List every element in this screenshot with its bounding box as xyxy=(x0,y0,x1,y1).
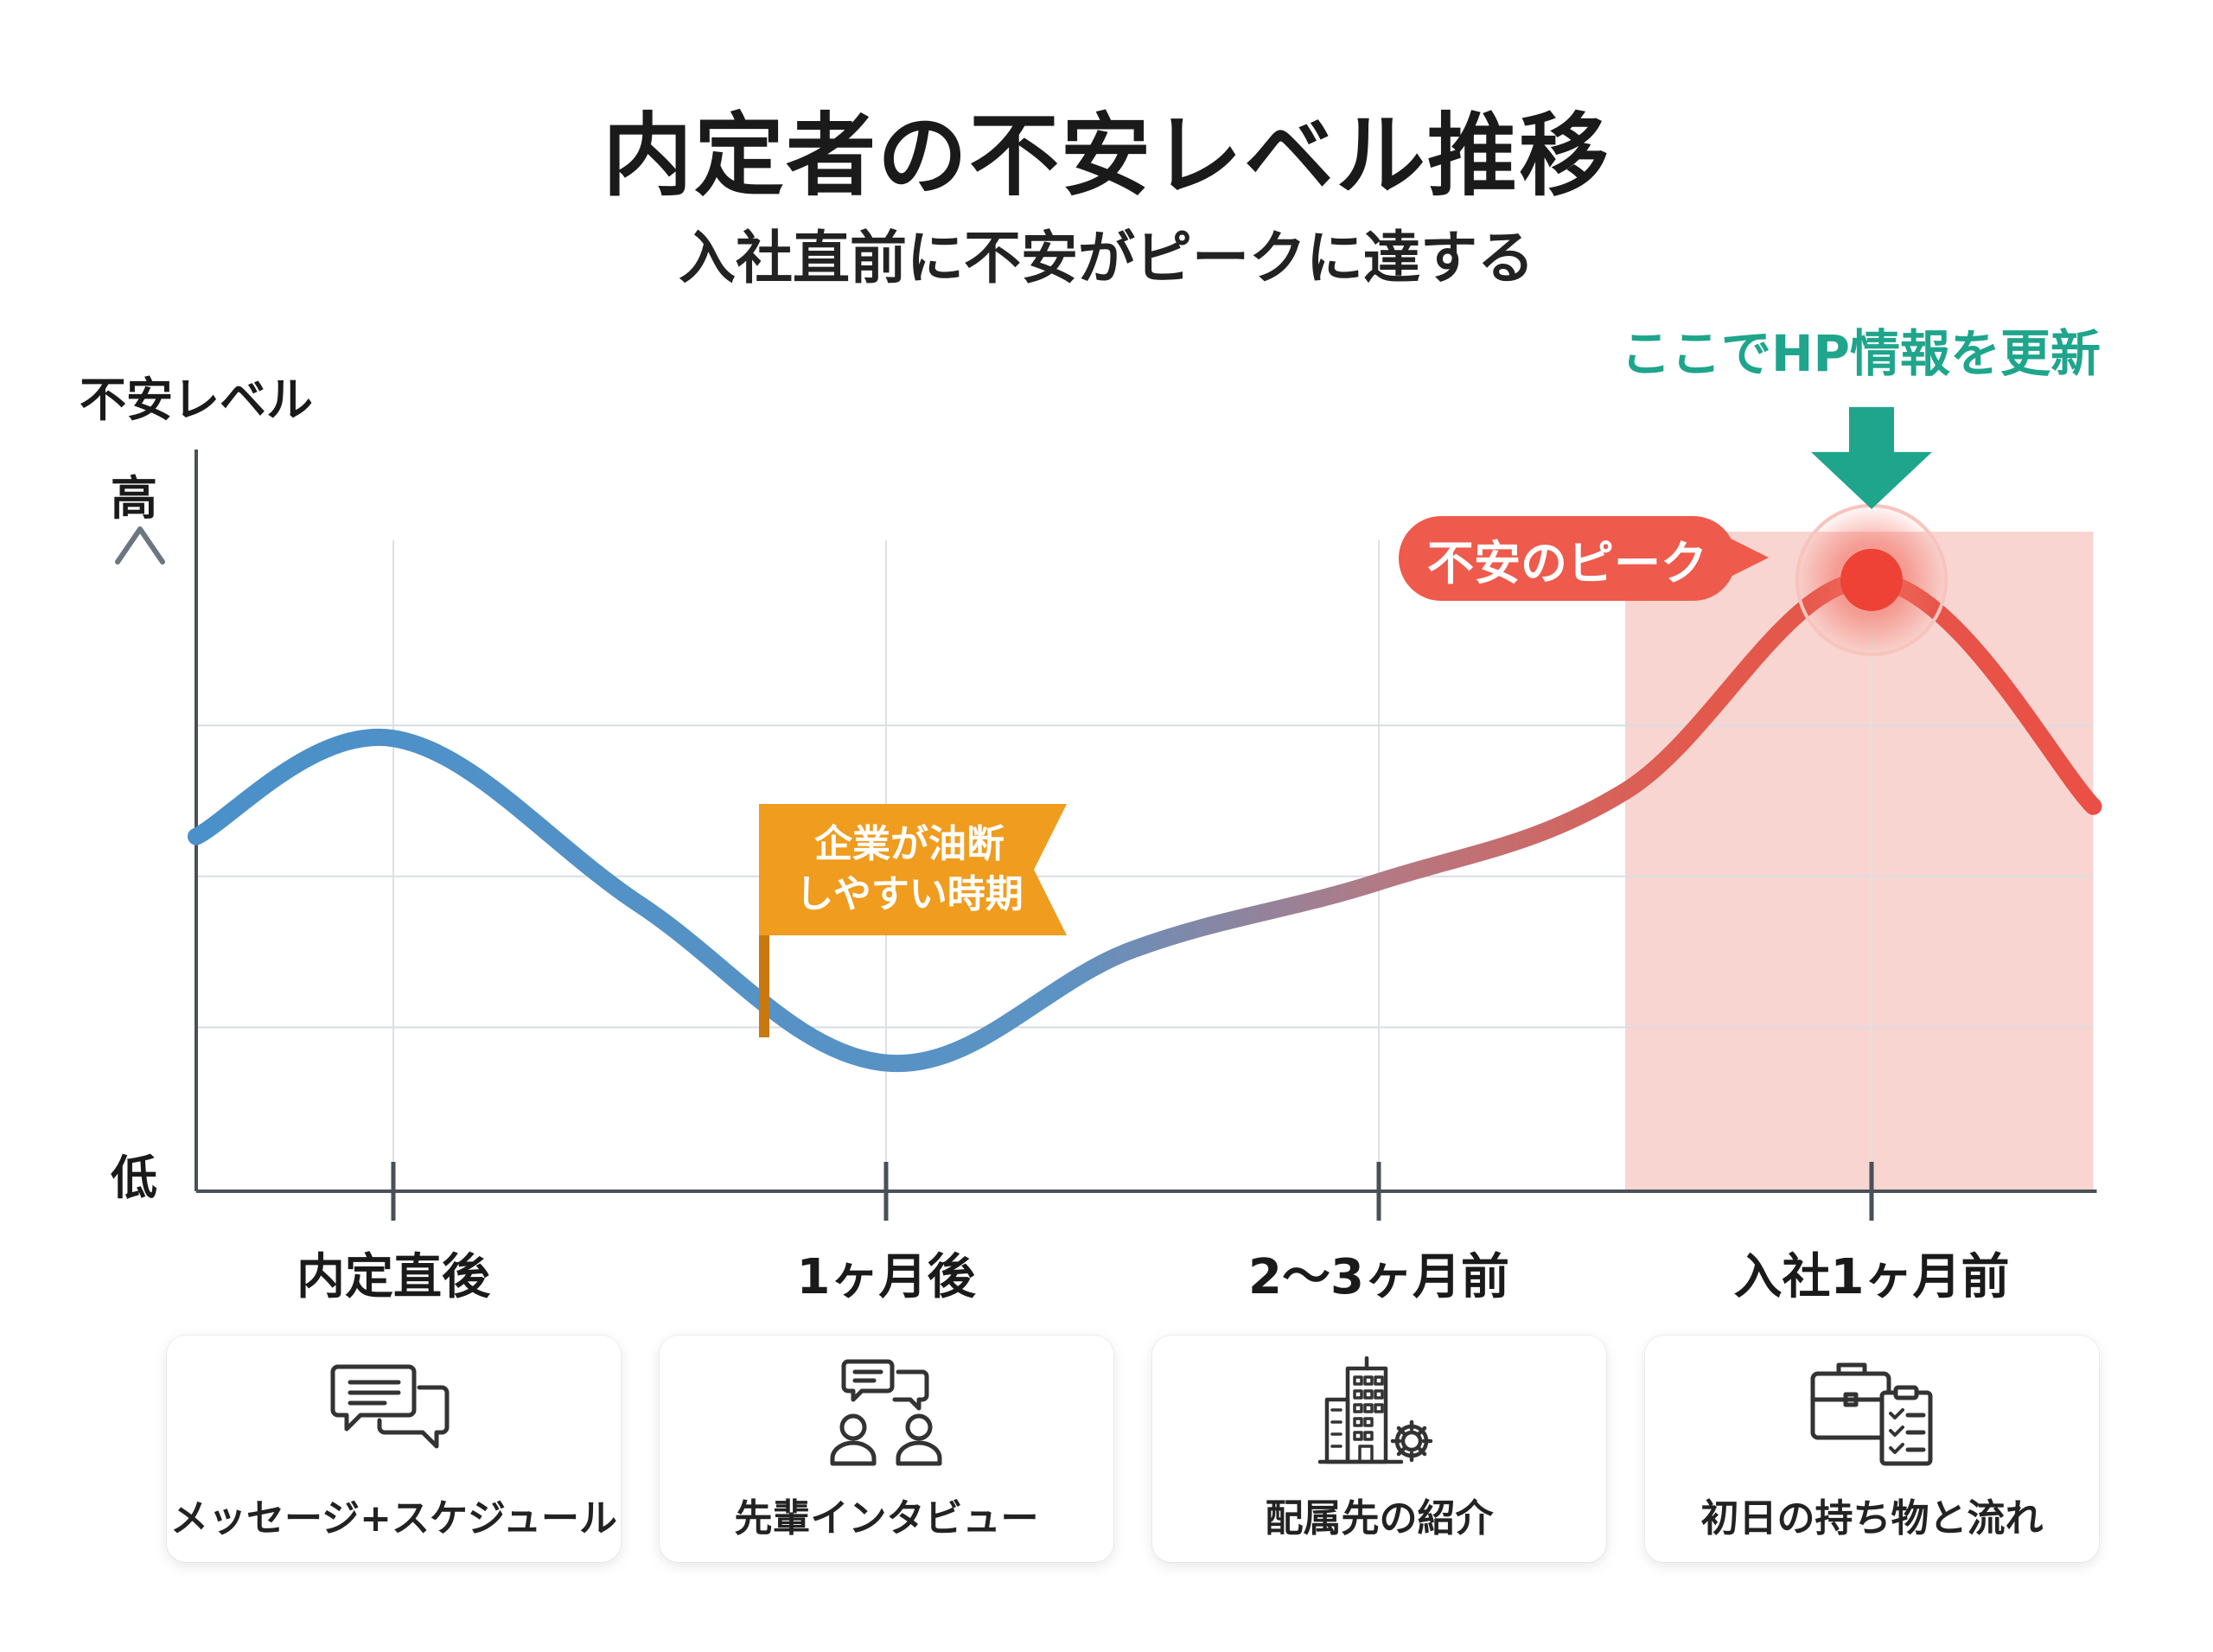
y-axis-high-label: 高 xyxy=(111,471,157,526)
x-tick-label: 内定直後 xyxy=(297,1249,490,1305)
caution-flag-label: 企業が油断 しやすい時期 xyxy=(759,804,1070,935)
card-label: 配属先の紹介 xyxy=(1265,1496,1494,1540)
update-callout-text: ここでHP情報を更新 xyxy=(1621,324,2101,383)
card-label: 先輩インタビュー xyxy=(734,1496,1039,1540)
y-direction-arrow-head xyxy=(115,526,165,564)
flag-line-2: しやすい時期 xyxy=(795,872,1024,916)
chart-title: 内定者の不安レベル推移 xyxy=(602,103,1610,208)
chart-subtitle: 入社直前に不安がピークに達する xyxy=(679,225,1534,291)
update-arrow-icon xyxy=(1811,406,1932,509)
y-axis-label: 不安レベル xyxy=(80,373,313,427)
x-tick-label: 1ヶ月後 xyxy=(796,1249,976,1305)
briefcase-checklist-icon xyxy=(1810,1362,1932,1466)
card-label: メッセージ+スケジュール xyxy=(170,1496,617,1540)
card-department-intro: 配属先の紹介 xyxy=(1152,1336,1606,1562)
y-axis-low-label: 低 xyxy=(111,1151,157,1205)
people-talking-icon xyxy=(830,1359,941,1466)
card-label: 初日の持ち物と流れ xyxy=(1700,1496,2044,1540)
office-building-gear-icon xyxy=(1317,1356,1432,1464)
x-tick-label: 2〜3ヶ月前 xyxy=(1248,1249,1509,1305)
card-message-schedule: メッセージ+スケジュール xyxy=(167,1336,621,1562)
peak-dot xyxy=(1840,548,1903,611)
peak-label-text: 不安のピーク xyxy=(1427,535,1707,590)
chat-bubbles-icon xyxy=(330,1364,449,1449)
peak-label: 不安のピーク xyxy=(1399,516,1769,601)
flag-banner xyxy=(759,804,1067,935)
card-senior-interview: 先輩インタビュー xyxy=(660,1336,1113,1562)
flag-line-1: 企業が油断 xyxy=(814,822,1004,866)
card-first-day-items: 初日の持ち物と流れ xyxy=(1645,1336,2099,1562)
x-tick-label: 入社1ヶ月前 xyxy=(1733,1249,2010,1305)
